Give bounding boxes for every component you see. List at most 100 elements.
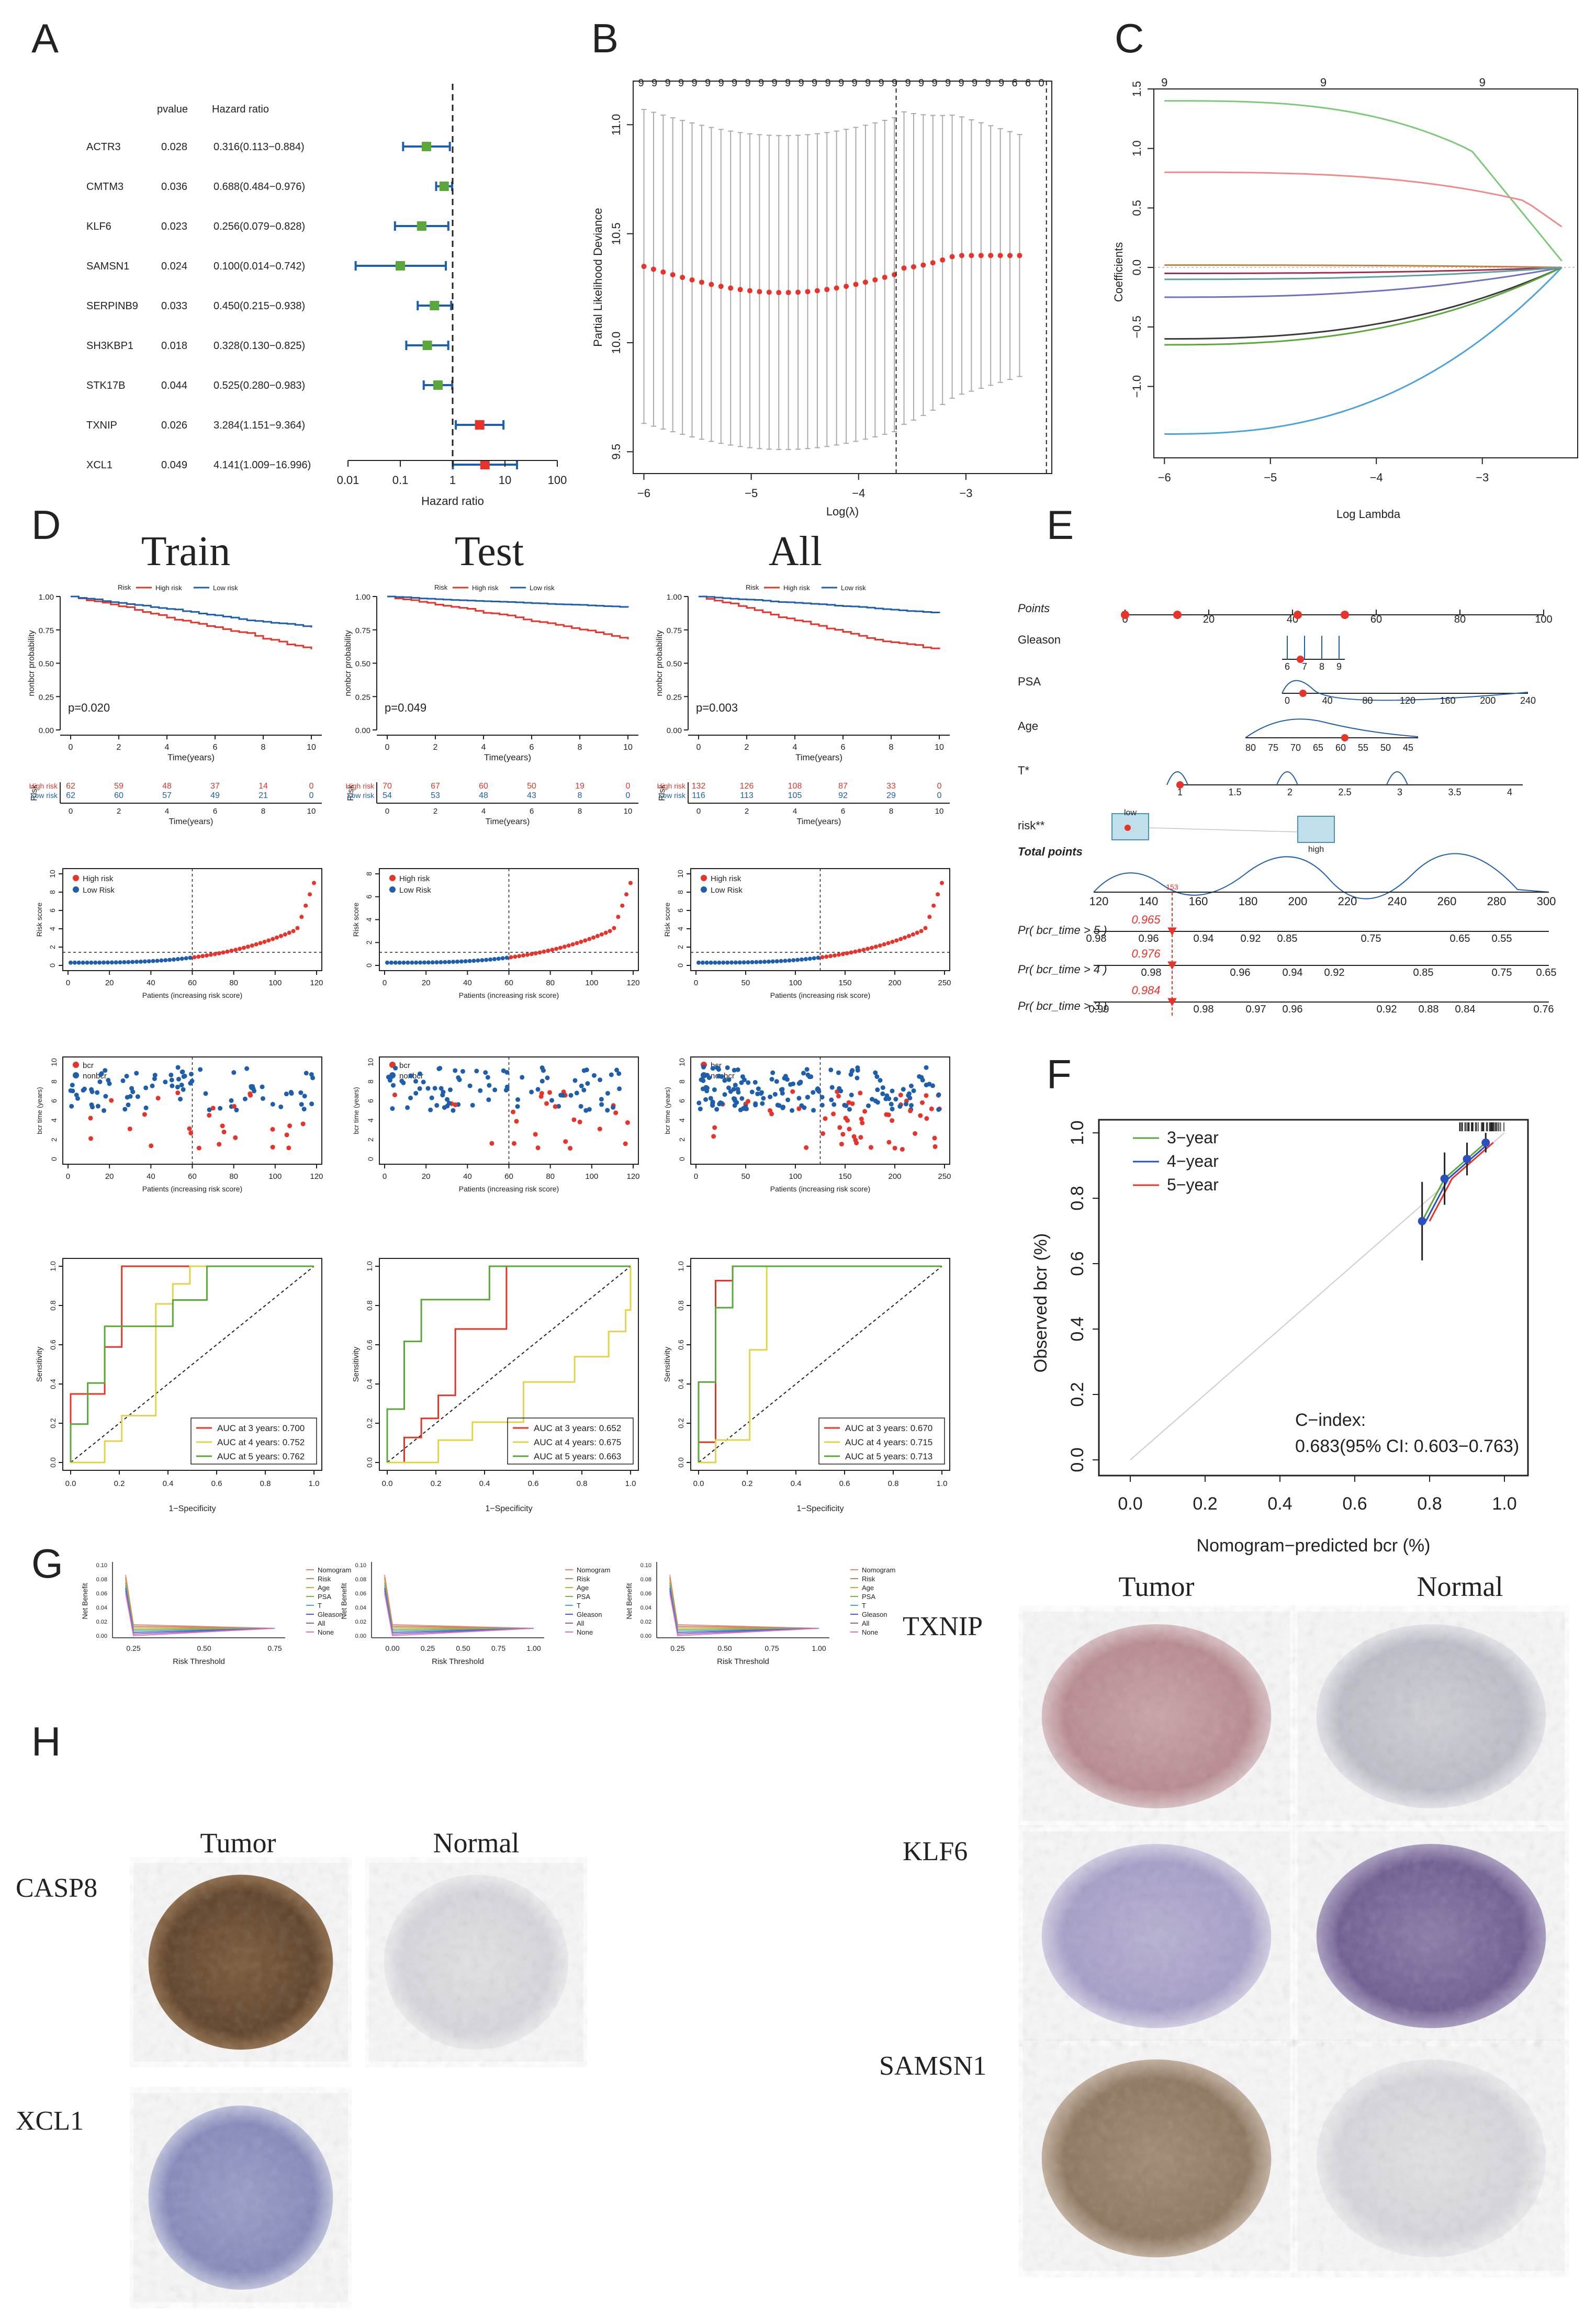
y-axis-label: nonbcr probability <box>655 630 664 696</box>
y-tick-label: 0.6 <box>49 1340 57 1350</box>
risk-point <box>233 948 238 952</box>
x-tick-label: 0 <box>69 807 73 816</box>
status-point <box>821 1131 826 1136</box>
status-point <box>839 1141 844 1146</box>
risk-point <box>525 952 530 957</box>
cv-point <box>795 289 801 295</box>
y-axis-label: Partial Likelihood Deviance <box>591 208 604 346</box>
status-point <box>873 1070 878 1075</box>
gene-hr-text: 0.688(0.484−0.976) <box>213 181 305 193</box>
cv-point <box>747 288 753 294</box>
risk-point <box>163 958 168 963</box>
psa-tick: 200 <box>1480 695 1496 706</box>
risk-point <box>800 957 804 962</box>
status-point <box>733 1083 738 1088</box>
panelA-forest-plot: pvalue Hazard ratio ACTR3 0.028 0.316(0.113−… <box>86 84 567 508</box>
status-point <box>231 1070 237 1075</box>
risk-point <box>940 881 944 885</box>
legend-box <box>507 1417 634 1465</box>
status-point <box>932 1144 938 1149</box>
legend-label: PSA <box>318 1593 331 1601</box>
score-marker <box>1294 611 1302 619</box>
risk-point <box>188 955 193 960</box>
roc-plot-Test: Sensitivity 1−Specificity 0.0 0.0 0.2 0.2 0.4 0… <box>352 1258 639 1513</box>
legend-box <box>818 1417 945 1465</box>
x-tick-label: 1.0 <box>1492 1494 1516 1514</box>
status-point <box>918 1113 923 1118</box>
status-point <box>504 1070 510 1075</box>
dca-curve <box>384 1580 534 1629</box>
risk-point <box>105 960 110 965</box>
t-tick: 2.5 <box>1338 787 1351 797</box>
x-tick-label: 2 <box>433 807 437 816</box>
t-marker <box>1176 781 1184 789</box>
status-point <box>434 1103 440 1108</box>
risk-point <box>770 959 775 964</box>
status-point <box>175 1065 181 1070</box>
risk-point <box>915 930 919 935</box>
status-point <box>150 1083 155 1088</box>
psa-tick: 40 <box>1322 695 1333 706</box>
dca-curve <box>669 1582 819 1630</box>
df-count: 9 <box>771 77 777 89</box>
df-count: 9 <box>972 77 977 89</box>
pr-tick-pr4: 0.94 <box>1283 967 1303 978</box>
risk-point <box>845 951 849 955</box>
t-tick: 1.5 <box>1228 787 1241 797</box>
y-tick-label: 8 <box>678 1079 686 1084</box>
risk-point <box>903 935 907 940</box>
df-count: 9 <box>905 77 911 89</box>
status-point <box>127 1126 132 1131</box>
x-tick-label: 150 <box>838 1172 851 1181</box>
y-tick-label: 0.6 <box>677 1340 685 1350</box>
y-tick-label: 0.00 <box>39 726 54 735</box>
y-axis-label: Coefficients <box>1112 242 1125 302</box>
x-axis-label: Time(years) <box>167 752 215 762</box>
count-low: 105 <box>788 791 802 800</box>
y-tick-label: 0.02 <box>640 1619 651 1625</box>
pr-tick-pr5: 0.85 <box>1277 933 1298 944</box>
dca-plot-2: Net Benefit Risk Threshold 0.00 0.02 0.04 0.0… <box>340 1562 610 1666</box>
x-tick-label: 0.01 <box>337 474 359 487</box>
df-count: 9 <box>851 77 857 89</box>
legend-label: All <box>862 1619 870 1627</box>
legend-label: None <box>577 1628 593 1636</box>
status-point <box>429 1095 434 1100</box>
gene-name: SERPINB9 <box>86 300 138 312</box>
legend-label: Gleason <box>318 1611 343 1618</box>
hr-point <box>417 221 426 231</box>
status-point <box>924 1116 929 1121</box>
ihc-right: Tumor Normal TXNIP KLF6 SAMSN1 <box>879 1571 1565 2271</box>
dca-curve <box>125 1580 275 1629</box>
cv-point <box>776 290 782 296</box>
risk-point <box>836 952 841 957</box>
risk-point <box>245 944 250 949</box>
risk-point <box>455 959 459 964</box>
risk-point <box>700 960 705 965</box>
risk-point <box>430 960 435 965</box>
total-tick: 240 <box>1388 895 1407 908</box>
x-tick-label: 120 <box>310 1172 323 1181</box>
risk-point <box>109 960 114 965</box>
gene-hr-text: 3.284(1.151−9.364) <box>213 420 305 431</box>
x-tick-label: 0.2 <box>114 1479 125 1488</box>
x-axis-label: Time(years) <box>795 752 842 762</box>
risk-point <box>299 915 304 919</box>
x-tick-label: 100 <box>585 978 598 987</box>
x-tick-label: 0 <box>383 1172 387 1181</box>
status-point <box>829 1097 834 1102</box>
total-tick: 220 <box>1338 895 1357 908</box>
cohort-title: All <box>769 528 822 575</box>
risk-point <box>783 959 788 963</box>
t-density <box>1386 771 1408 785</box>
risk-point <box>229 949 234 953</box>
ihc-txnip-tumor-texture <box>1041 1624 1272 1808</box>
status-point <box>716 1074 722 1079</box>
status-point <box>571 1117 577 1122</box>
status-point <box>703 1097 709 1102</box>
x-tick-label: 1.0 <box>625 1479 636 1488</box>
df-count: 9 <box>651 77 657 89</box>
x-tick-label: 0 <box>385 743 390 752</box>
gene-name: XCL1 <box>86 459 113 471</box>
